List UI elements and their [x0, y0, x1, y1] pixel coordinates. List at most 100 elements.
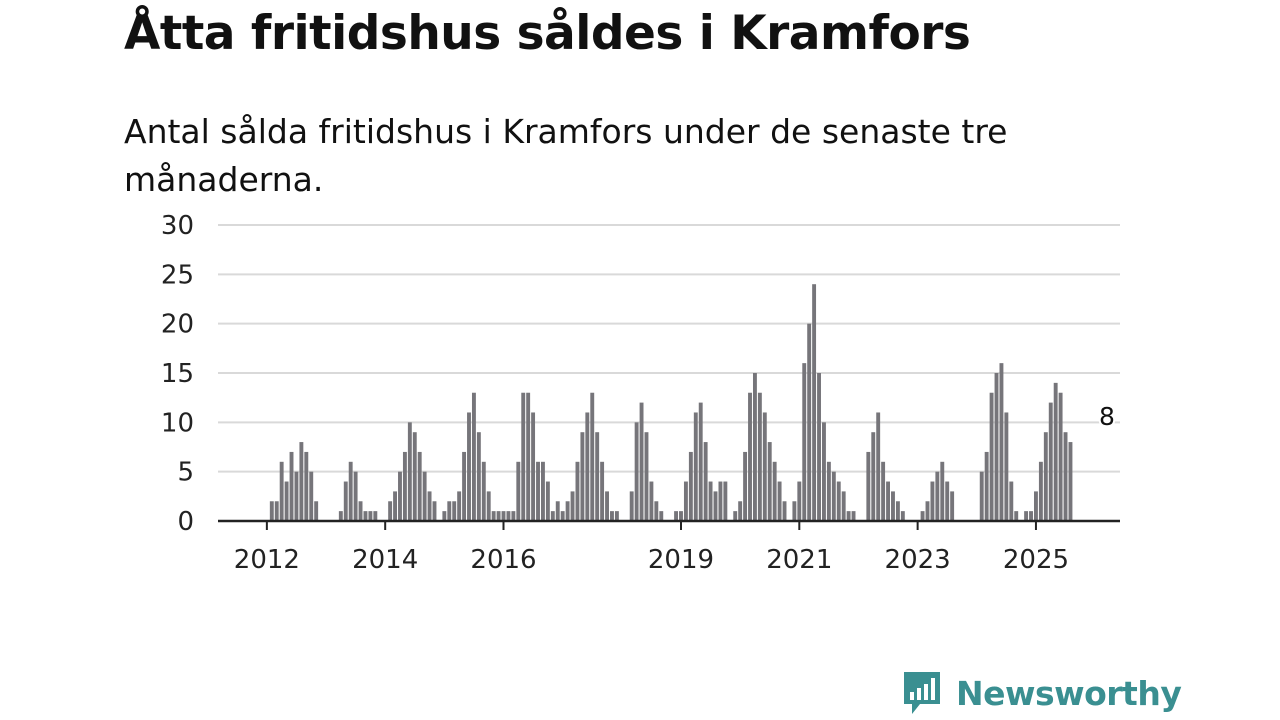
bar — [683, 481, 688, 521]
bar — [989, 392, 994, 521]
bar — [644, 432, 649, 521]
bar — [545, 481, 550, 521]
y-tick-label: 0 — [177, 507, 194, 537]
brand: Newsworthy — [902, 670, 1182, 716]
bar — [925, 501, 930, 521]
bar — [614, 511, 619, 521]
bar — [876, 412, 881, 521]
bar — [314, 501, 319, 521]
x-tick-label: 2019 — [648, 545, 714, 575]
bar — [580, 432, 585, 521]
bar — [792, 501, 797, 521]
bar — [536, 461, 540, 521]
bar — [560, 511, 565, 521]
bar — [343, 481, 348, 521]
bar — [467, 412, 471, 521]
bar — [708, 481, 713, 521]
bar — [822, 422, 826, 521]
bar — [363, 511, 368, 521]
bar — [309, 471, 314, 521]
bar — [541, 461, 545, 521]
bar — [358, 501, 363, 521]
bar — [462, 451, 467, 521]
bar — [703, 442, 708, 521]
bar — [600, 461, 605, 521]
bar — [900, 511, 905, 521]
bar — [294, 471, 299, 521]
bar — [654, 501, 659, 521]
bar — [945, 481, 950, 521]
x-tick-label: 2012 — [234, 545, 300, 575]
x-tick-label: 2023 — [885, 545, 951, 575]
bar — [1009, 481, 1014, 521]
bar — [748, 392, 752, 521]
bar — [802, 363, 807, 521]
bar — [659, 511, 664, 521]
bar — [481, 461, 486, 521]
bar — [407, 422, 412, 521]
bar — [506, 511, 511, 521]
bar — [550, 511, 555, 521]
bar — [531, 412, 536, 521]
bar — [841, 491, 846, 521]
bar — [895, 501, 900, 521]
y-tick-label: 20 — [161, 310, 194, 340]
bar — [999, 363, 1004, 521]
bar — [299, 442, 304, 521]
y-tick-label: 25 — [161, 260, 194, 290]
bar — [693, 412, 698, 521]
bar — [393, 491, 397, 521]
bar — [373, 511, 378, 521]
bar — [1024, 511, 1029, 521]
bar — [486, 491, 491, 521]
bar — [767, 442, 772, 521]
bar — [1063, 432, 1068, 521]
bar — [817, 373, 821, 521]
bar — [757, 392, 762, 521]
bar — [743, 451, 748, 521]
bar — [348, 461, 353, 521]
bar — [920, 511, 925, 521]
bar — [368, 511, 373, 521]
bar — [398, 471, 402, 521]
bar — [476, 432, 481, 521]
bar — [772, 461, 777, 521]
bar — [412, 432, 417, 521]
gridlines — [218, 224, 1120, 473]
bar — [516, 461, 521, 521]
bar — [634, 422, 639, 521]
bar — [930, 481, 935, 521]
bar — [752, 373, 757, 521]
bar — [417, 451, 422, 521]
bar — [388, 501, 393, 521]
bar — [338, 511, 343, 521]
bar — [491, 511, 496, 521]
bar — [797, 481, 802, 521]
bar — [570, 491, 575, 521]
bar — [886, 481, 890, 521]
x-tick-label: 2021 — [766, 545, 832, 575]
bar — [1004, 412, 1009, 521]
bar — [432, 501, 437, 521]
bar — [501, 511, 506, 521]
bar — [289, 451, 294, 521]
x-tick-label: 2025 — [1003, 545, 1069, 575]
bar — [762, 412, 767, 521]
bar — [1038, 461, 1043, 521]
bar — [442, 511, 447, 521]
bar — [526, 392, 531, 521]
bar — [402, 451, 407, 521]
bar — [851, 511, 856, 521]
bar — [979, 471, 984, 521]
bar — [575, 461, 580, 521]
bar — [826, 461, 831, 521]
y-tick-label: 5 — [177, 458, 194, 488]
bar — [605, 491, 609, 521]
bar — [269, 501, 274, 521]
bar — [304, 451, 309, 521]
bar — [610, 511, 614, 521]
bar — [595, 432, 600, 521]
bar — [679, 511, 683, 521]
bar — [590, 392, 595, 521]
bar — [565, 501, 570, 521]
